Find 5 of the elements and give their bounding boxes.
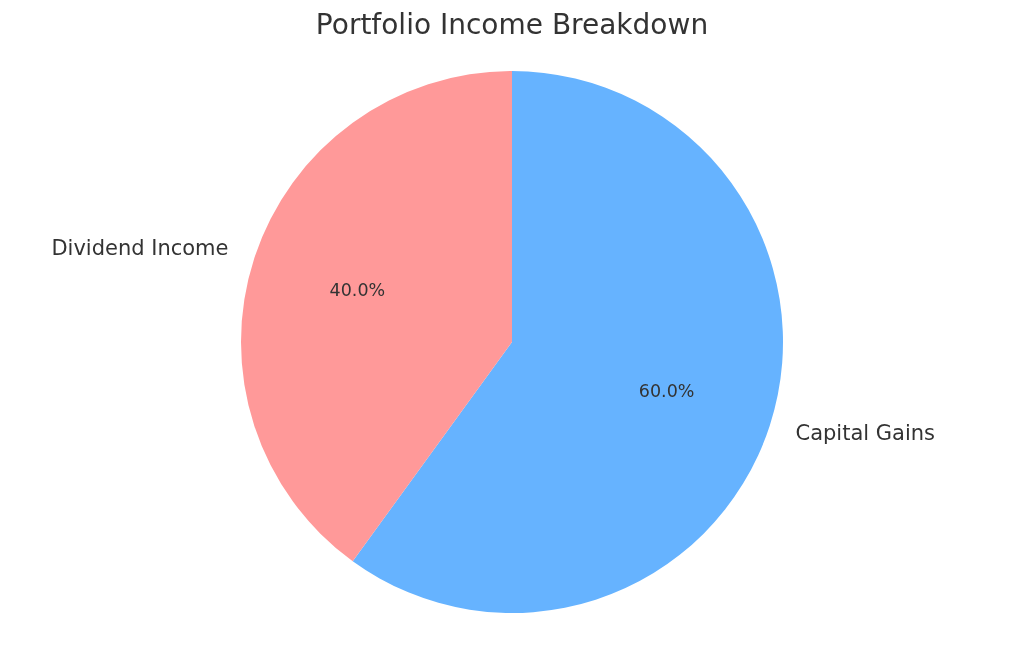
slice-label: Dividend Income [51,236,229,261]
slice-label: Capital Gains [795,420,936,445]
chart-title: Portfolio Income Breakdown [314,8,710,42]
data-label: 40.0% [329,280,386,301]
data-label: 60.0% [638,380,695,401]
